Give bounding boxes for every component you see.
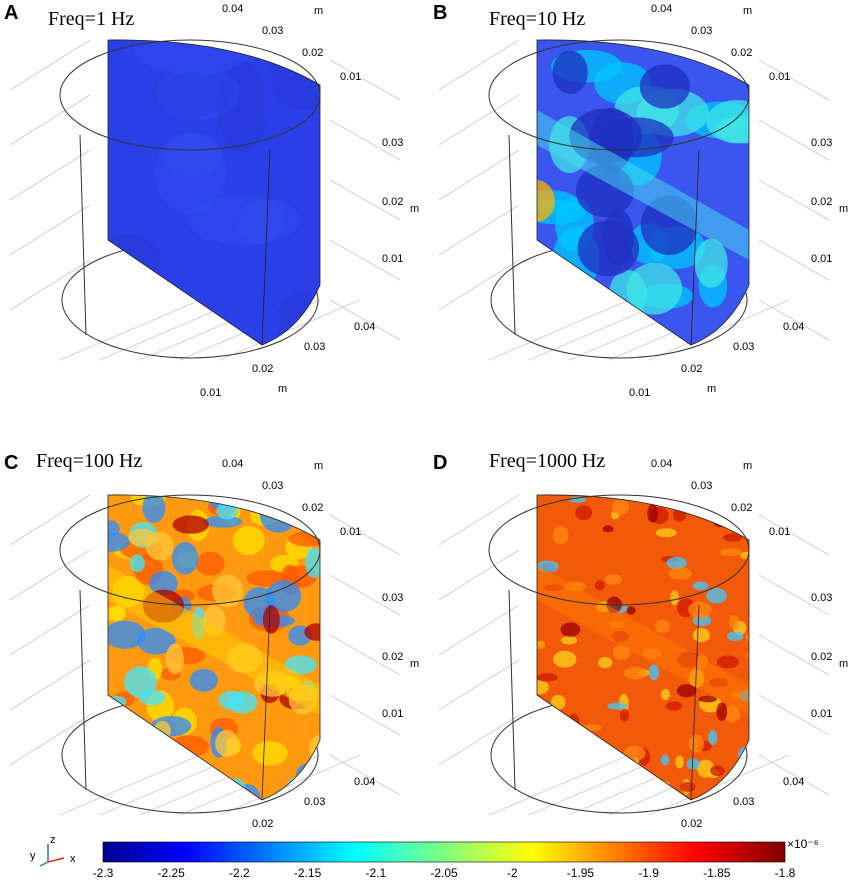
panel-c: 0.04 0.03 0.02 0.01 m 0.03 0.02 0.01 m 0.04 0.03 0.… [0, 415, 429, 835]
axis-tick-label: 0.03 [691, 25, 712, 37]
colorbar: ×10⁻⁶ -2.3 -2.25 -2.2 -2.15 -2.1 -2.05 -2 -1.95… [0, 828, 858, 892]
cylinder-field [108, 39, 320, 345]
axis-tick-label: 0.01 [811, 253, 832, 265]
panel-label: C [4, 452, 19, 474]
axis-tick-label: 0.01 [769, 71, 790, 83]
axis-tick-label: 0.02 [681, 363, 702, 375]
axis-tick-label: 0.01 [811, 708, 832, 720]
colorbar-tick-label: -2.05 [430, 866, 458, 880]
axis-unit-label: m [839, 203, 848, 215]
axis-tick-label: 0.02 [302, 47, 323, 59]
axis-unit-label: m [839, 658, 848, 670]
panel-a: 0.04 0.03 0.02 0.01 m 0.03 0.02 0.01 m 0.04 0.03 0.… [0, 0, 429, 420]
axis-tick-label: 0.01 [769, 526, 790, 538]
axis-tick-label: 0.04 [354, 321, 375, 333]
top-ellipse [59, 39, 321, 151]
colorbar-tick-label: -1.8 [774, 866, 796, 880]
top-ellipse [488, 39, 750, 151]
axis-x-label: x [70, 853, 76, 865]
cylinder-plot: 0.04 0.03 0.02 0.01 m 0.03 0.02 0.01 m 0.04 0.03 0.… [438, 458, 848, 830]
axis-tick-label: 0.02 [302, 502, 323, 514]
axis-tick-label: 0.03 [811, 592, 832, 604]
cylinder-plot: 0.04 0.03 0.02 0.01 m 0.03 0.02 0.01 m 0.04 0.03 0.… [438, 3, 848, 399]
axis-tick-label: 0.03 [262, 25, 283, 37]
axis-tick-label: 0.01 [382, 708, 403, 720]
axis-tick-label: 0.03 [733, 341, 754, 353]
cylinder-field [108, 494, 320, 800]
axis-tick-label: 0.03 [382, 592, 403, 604]
axis-tick-label: 0.04 [354, 776, 375, 788]
top-ellipse [59, 494, 321, 606]
axis-z-label: z [50, 834, 56, 846]
top-ellipse [488, 494, 750, 606]
axis-tick-label: 0.01 [200, 387, 221, 399]
axis-unit-label: m [410, 658, 419, 670]
axis-tick-label: 0.03 [382, 137, 403, 149]
cylinder-plot: 0.04 0.03 0.02 0.01 m 0.03 0.02 0.01 m 0.04 0.03 0.… [9, 3, 419, 399]
panel-title: Freq=1000 Hz [489, 450, 606, 472]
axis-unit-label: m [743, 460, 752, 472]
axis-tick-label: 0.04 [222, 458, 243, 470]
axis-tick-label: 0.04 [783, 776, 804, 788]
panel-label: A [4, 2, 19, 24]
colorbar-tick-label: -2.15 [293, 866, 322, 880]
axis-tick-label: 0.03 [304, 341, 325, 353]
axis-tick-label: 0.01 [340, 71, 361, 83]
colorbar-tick-label: -2.2 [229, 866, 250, 880]
panel-label: B [433, 2, 448, 24]
axis-unit-label: m [410, 203, 419, 215]
colorbar-tick-label: -1.85 [703, 866, 731, 880]
colorbar-tick-label: -2.1 [365, 866, 387, 880]
axis-tick-label: 0.04 [222, 3, 243, 15]
colorbar-tick-label: -1.95 [566, 866, 595, 880]
axis-y-label: y [30, 850, 36, 862]
panel-d: 0.04 0.03 0.02 0.01 m 0.03 0.02 0.01 m 0.04 0.03 0.… [429, 415, 858, 835]
cylinder-field [537, 39, 749, 345]
axis-tick-label: 0.03 [733, 796, 754, 808]
panel-label: D [433, 452, 448, 474]
axis-tick-label: 0.03 [304, 796, 325, 808]
cylinder-plot: 0.04 0.03 0.02 0.01 m 0.03 0.02 0.01 m 0.04 0.03 0.… [9, 458, 419, 830]
axis-tick-label: 0.04 [651, 458, 672, 470]
axis-tick-label: 0.04 [783, 321, 804, 333]
cylinder-field [537, 494, 749, 800]
colorbar-tick-label: -2 [506, 866, 518, 880]
axis-tick-label: 0.04 [651, 3, 672, 15]
panel-b: 0.04 0.03 0.02 0.01 m 0.03 0.02 0.01 m 0.04 0.03 0.… [429, 0, 858, 420]
axis-tick-label: 0.02 [252, 818, 273, 830]
panel-title: Freq=1 Hz [48, 8, 135, 30]
axis-tick-label: 0.02 [731, 502, 752, 514]
axis-tick-label: 0.03 [811, 137, 832, 149]
axis-tick-label: 0.01 [629, 387, 650, 399]
axis-unit-label: m [314, 460, 323, 472]
axis-tick-label: 0.02 [252, 363, 273, 375]
axis-tick-label: 0.02 [681, 818, 702, 830]
axis-tick-label: 0.01 [382, 253, 403, 265]
axis-unit-label: m [278, 383, 287, 395]
axis-unit-label: m [743, 5, 752, 17]
axis-tick-label: 0.03 [262, 480, 283, 492]
axis-tick-label: 0.02 [731, 47, 752, 59]
axis-tick-label: 0.02 [811, 196, 832, 208]
axis-tick-label: 0.01 [340, 526, 361, 538]
colorbar-gradient [102, 841, 786, 863]
colorbar-tick-label: -2.3 [92, 866, 114, 880]
axis-unit-label: m [314, 5, 323, 17]
axis-unit-label: m [707, 383, 716, 395]
colorbar-tick-label: -2.25 [157, 866, 185, 880]
axes-triad-icon: z y x [30, 834, 80, 872]
axis-tick-label: 0.02 [382, 196, 403, 208]
colorbar-tick-label: -1.9 [638, 866, 659, 880]
axis-tick-label: 0.02 [811, 651, 832, 663]
axis-tick-label: 0.02 [382, 651, 403, 663]
axis-tick-label: 0.03 [691, 480, 712, 492]
colorbar-exponent: ×10⁻⁶ [787, 837, 819, 851]
panel-title: Freq=100 Hz [36, 450, 143, 472]
panel-title: Freq=10 Hz [489, 8, 586, 30]
